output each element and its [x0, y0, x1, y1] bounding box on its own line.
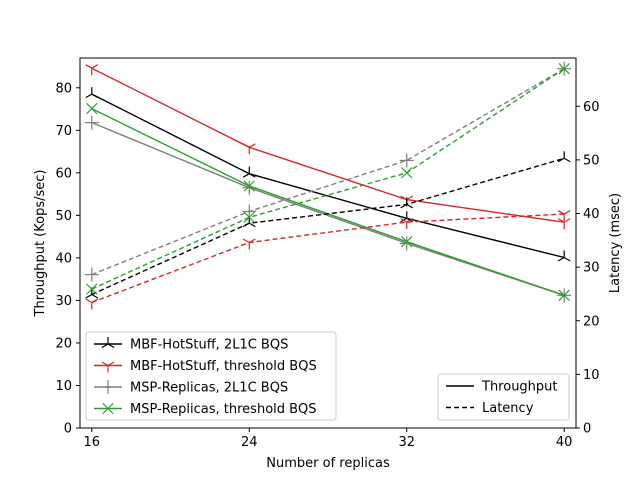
- throughput-point-0-3: [557, 250, 571, 262]
- legend-series-marker-2: [101, 380, 115, 394]
- throughput-point-3-0: [86, 102, 98, 115]
- latency-line-3: [91, 68, 565, 290]
- legend-series-box: [85, 331, 337, 421]
- throughput-line-3: [91, 107, 565, 296]
- legend-series-marker-1: [101, 361, 115, 373]
- y-left-tick-label: 20: [55, 336, 72, 351]
- latency-point-3-2: [401, 167, 413, 179]
- y-left-tick-label: 40: [55, 251, 72, 266]
- latency-point-0-3: [557, 151, 571, 163]
- latency-point-1-3: [557, 210, 571, 222]
- x-tick-label: 24: [241, 435, 258, 450]
- legend-line-style: Throughput Latency: [437, 373, 570, 421]
- latency-point-1-0: [85, 298, 99, 310]
- legend-series-label-1: MBF-HotStuff, threshold BQS: [130, 359, 317, 374]
- throughput-point-3-3: [558, 289, 570, 301]
- latency-line-0: [91, 157, 565, 296]
- y-axis-label-right: Latency (msec): [608, 193, 623, 293]
- y-right-tick-label: 20: [583, 314, 600, 329]
- y-left-tick-label: 30: [55, 294, 72, 309]
- y-axis-label-left: Throughput (Kops/sec): [33, 170, 48, 318]
- latency-point-3-3: [558, 63, 570, 75]
- x-tick-label: 40: [556, 435, 573, 450]
- y-left-tick-label: 60: [55, 166, 72, 181]
- y-right-tick-label: 40: [583, 207, 600, 222]
- y-right-tick-label: 0: [583, 422, 591, 437]
- latency-point-1-1: [242, 238, 256, 250]
- legend-style-label-0: Throughput: [481, 380, 558, 395]
- legend-series-label-2: MSP-Replicas, 2L1C BQS: [130, 381, 288, 396]
- y-right-tick-label: 10: [583, 368, 600, 383]
- y-left-tick-label: 0: [64, 422, 72, 437]
- y-left-tick-label: 50: [55, 209, 72, 224]
- latency-point-2-1: [242, 204, 257, 219]
- throughput-point-1-3: [557, 218, 571, 230]
- y-right-tick-label: 30: [583, 261, 600, 276]
- legend-series: MBF-HotStuff, 2L1C BQS MBF-HotStuff, thre…: [85, 331, 337, 421]
- y-left-tick-label: 70: [55, 124, 72, 139]
- latency-point-3-0: [86, 283, 98, 295]
- axes: 16 24 32 40 0 10 20 30 40 50 60 70 80 0 10 20 30 40 50 60: [55, 81, 599, 450]
- y-right-tick-label: 60: [583, 100, 600, 115]
- latency-point-2-0: [84, 267, 99, 282]
- y-right-tick-label: 50: [583, 153, 600, 168]
- y-left-tick-label: 10: [55, 379, 72, 394]
- throughput-line-0: [91, 93, 565, 259]
- latency-point-1-2: [400, 218, 414, 230]
- plot-frame: [79, 57, 577, 429]
- x-tick-label: 32: [398, 435, 415, 450]
- legend-series-label-0: MBF-HotStuff, 2L1C BQS: [130, 338, 288, 353]
- throughput-point-2-0: [84, 115, 99, 130]
- throughput-point-1-1: [242, 143, 256, 155]
- throughput-line-2: [91, 121, 565, 296]
- throughput-point-0-1: [242, 166, 256, 178]
- chart-marks: [84, 61, 572, 310]
- latency-line-1: [91, 213, 565, 304]
- legend-series-marker-0: [101, 337, 115, 349]
- throughput-point-3-1: [243, 180, 255, 192]
- latency-point-0-2: [400, 197, 414, 209]
- legend-series-label-3: MSP-Replicas, threshold BQS: [130, 402, 317, 417]
- throughput-point-0-0: [85, 87, 99, 99]
- throughput-line-1: [91, 67, 565, 223]
- x-tick-label: 16: [84, 435, 101, 450]
- latency-point-2-2: [399, 153, 414, 168]
- y-left-tick-label: 80: [55, 81, 72, 96]
- throughput-point-1-0: [85, 64, 99, 76]
- legend-style-label-1: Latency: [482, 401, 534, 416]
- latency-line-2: [91, 68, 565, 276]
- legend-series-marker-3: [102, 402, 114, 415]
- latency-point-3-1: [243, 211, 255, 223]
- x-axis-label: Number of replicas: [266, 456, 390, 471]
- throughput-point-3-2: [401, 236, 413, 248]
